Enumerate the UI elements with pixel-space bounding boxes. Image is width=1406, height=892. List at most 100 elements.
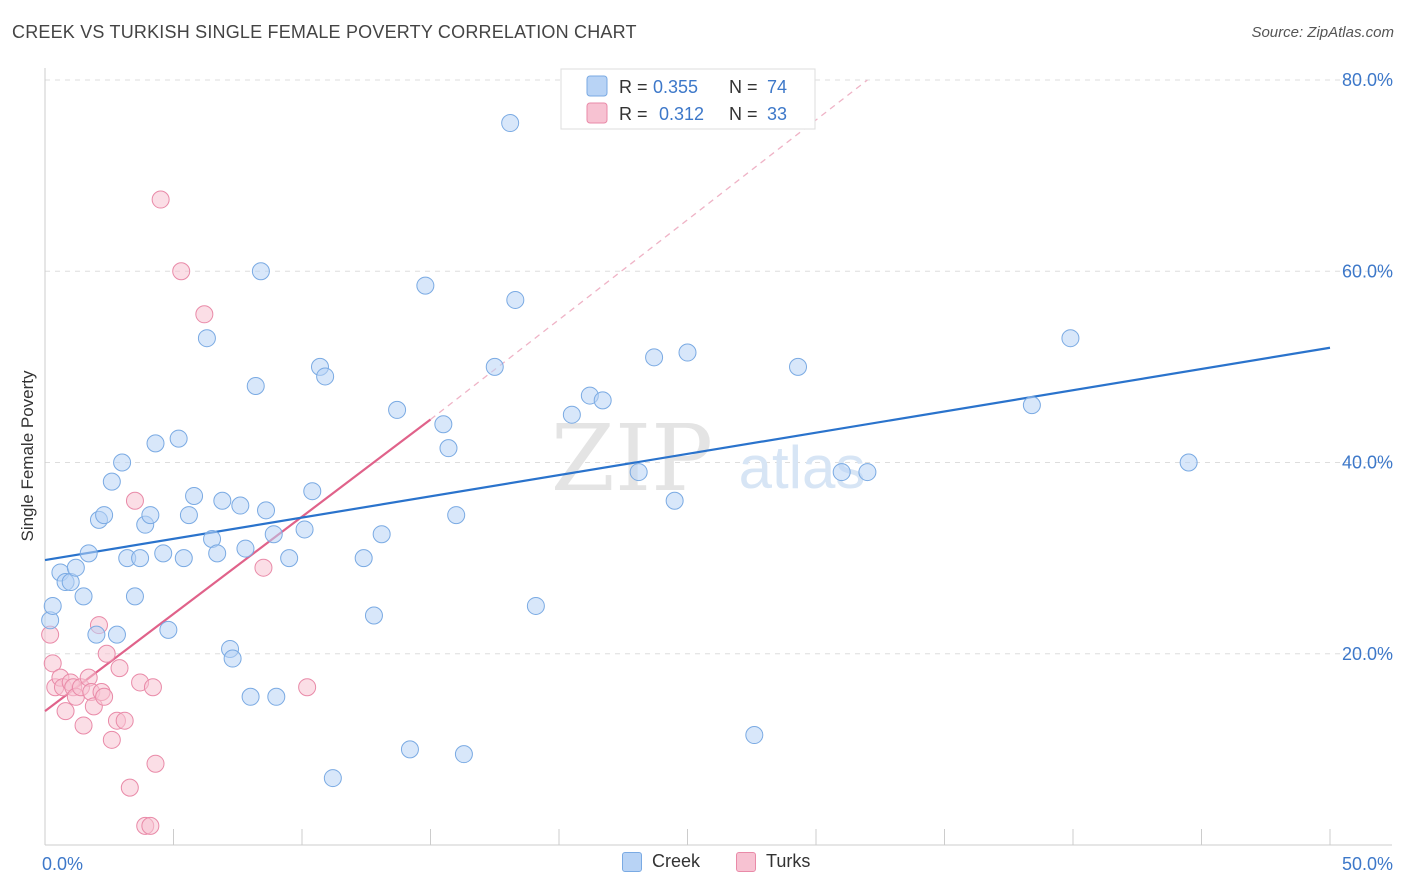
turks-point-27: [143, 678, 162, 697]
turks-point-29: [151, 190, 170, 209]
legend-swatch-creek: [586, 75, 608, 97]
creek-point-50: [400, 740, 419, 759]
creek-point-53: [439, 439, 458, 458]
creek-point-69: [832, 463, 851, 482]
legend-creek-r-value: 0.355: [653, 77, 698, 97]
creek-point-66: [678, 343, 697, 362]
creek-trend-line: [44, 346, 1331, 562]
creek-point-7: [79, 544, 98, 563]
creek-point-6: [74, 587, 93, 606]
creek-point-45: [323, 769, 342, 788]
creek-point-47: [364, 606, 383, 625]
legend-swatch-creek-bottom: [622, 851, 642, 872]
creek-point-56: [485, 357, 504, 376]
creek-point-19: [146, 434, 165, 453]
creek-point-51: [416, 276, 435, 295]
legend-swatch-turks: [586, 102, 608, 124]
legend-item-creek: Creek: [622, 851, 700, 872]
creek-point-72: [1061, 329, 1080, 348]
creek-point-60: [562, 405, 581, 424]
turks-point-32: [254, 558, 273, 577]
creek-point-29: [213, 491, 232, 510]
creek-point-35: [246, 377, 265, 395]
creek-point-62: [593, 391, 612, 410]
source-label: Source: ZipAtlas.com: [1251, 24, 1394, 41]
creek-point-38: [264, 525, 283, 544]
creek-point-5: [66, 558, 85, 577]
y-tick-label-1: 40.0%: [1342, 453, 1393, 473]
turks-point-30: [172, 262, 191, 281]
creek-point-10: [95, 506, 114, 525]
turks-point-23: [125, 491, 144, 510]
turks-point-5: [56, 702, 75, 721]
turks-trend-extension: [430, 79, 868, 420]
creek-point-25: [185, 486, 204, 505]
creek-point-48: [372, 525, 391, 544]
turks-point-1: [43, 654, 62, 673]
creek-point-65: [665, 491, 684, 510]
legend-item-turks: Turks: [736, 851, 810, 872]
turks-point-22: [120, 778, 139, 797]
turks-point-33: [298, 678, 317, 697]
creek-point-54: [447, 506, 466, 525]
creek-point-11: [102, 472, 121, 491]
creek-point-64: [645, 348, 664, 367]
creek-point-55: [454, 745, 473, 764]
creek-point-52: [434, 415, 453, 434]
legend-top: R = 0.355 N = 74 R = 0.312 N = 33: [560, 68, 816, 130]
creek-point-70: [858, 463, 877, 482]
turks-point-17: [97, 644, 116, 663]
turks-point-18: [102, 730, 121, 749]
creek-point-49: [388, 400, 407, 419]
creek-point-26: [197, 329, 216, 348]
creek-point-36: [251, 262, 270, 281]
creek-point-16: [131, 549, 150, 568]
creek-point-12: [107, 625, 126, 644]
creek-point-46: [354, 549, 373, 568]
creek-point-20: [154, 544, 173, 563]
y-tick-label-3: 80.0%: [1342, 70, 1393, 90]
legend-turks-r-label: R =: [619, 104, 648, 124]
legend-swatch-turks-bottom: [736, 851, 756, 872]
x-tick-label-0: 0.0%: [42, 854, 83, 874]
creek-point-67: [745, 726, 764, 745]
legend-label-turks: Turks: [766, 851, 811, 871]
creek-point-68: [789, 357, 808, 376]
creek-point-28: [208, 544, 227, 563]
creek-point-33: [236, 539, 255, 558]
creek-point-8: [87, 625, 106, 644]
creek-point-21: [159, 620, 178, 639]
turks-trend-line: [44, 418, 432, 713]
creek-point-42: [303, 482, 322, 501]
creek-point-22: [169, 429, 188, 448]
creek-point-71: [1022, 396, 1041, 415]
turks-point-28: [146, 754, 165, 773]
watermark: ZIP atlas: [551, 405, 865, 512]
creek-point-13: [113, 453, 132, 472]
creek-point-32: [231, 496, 250, 515]
watermark-zip: ZIP: [551, 405, 713, 512]
legend-creek-n-label: N =: [729, 77, 758, 97]
chart-title: CREEK VS TURKISH SINGLE FEMALE POVERTY C…: [12, 22, 637, 42]
y-tick-label-2: 60.0%: [1342, 261, 1393, 281]
creek-point-44: [316, 367, 335, 386]
creek-point-63: [629, 463, 648, 482]
tick-labels: 20.0% 40.0% 60.0% 80.0% 0.0% 50.0%: [42, 70, 1393, 874]
creek-point-73: [1179, 453, 1198, 472]
legend-bottom: Creek Turks: [0, 851, 1406, 877]
legend-creek-r-label: R =: [619, 77, 648, 97]
creek-point-57: [501, 114, 520, 133]
y-tick-label-0: 20.0%: [1342, 644, 1393, 664]
legend-turks-n-value: 33: [767, 104, 787, 124]
axes: [44, 68, 1392, 846]
legend-creek-n-value: 74: [767, 77, 787, 97]
gridlines: [45, 79, 1392, 655]
creek-point-1: [43, 596, 62, 615]
creek-points: [41, 114, 1198, 788]
turks-point-10: [74, 716, 93, 735]
turks-point-16: [95, 687, 114, 706]
legend-turks-r-value: 0.312: [659, 104, 704, 124]
creek-point-39: [267, 687, 286, 706]
turks-point-26: [141, 816, 160, 835]
